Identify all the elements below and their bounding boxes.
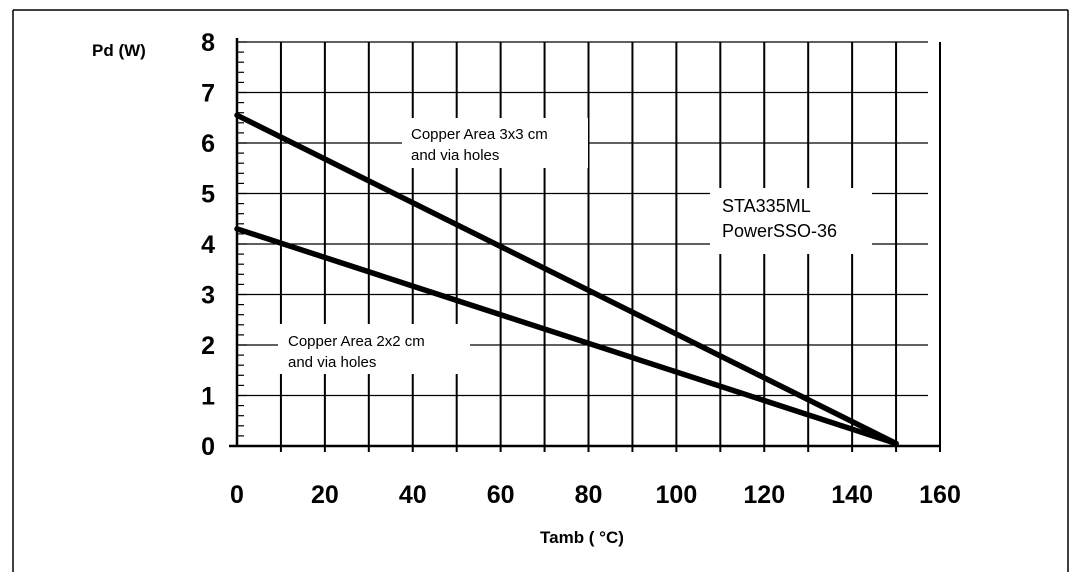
x-tick-label: 20	[311, 481, 339, 509]
annotation-upper-line-1: Copper Area 3x3 cm	[411, 126, 548, 143]
y-tick-label: 6	[201, 130, 215, 158]
annotation-lower-line-1: Copper Area 2x2 cm	[288, 333, 425, 350]
y-tick-label: 7	[201, 80, 215, 108]
annot-bg-lower	[278, 324, 470, 374]
x-tick-label: 80	[575, 481, 603, 509]
y-tick-label: 1	[201, 383, 215, 411]
series	[234, 112, 899, 447]
x-axis-title: Tamb ( °C)	[540, 528, 624, 547]
annotation-upper-line-2: and via holes	[411, 147, 499, 164]
y-tick-label: 5	[201, 181, 215, 209]
annotation-lower-line-2: and via holes	[288, 354, 376, 371]
annotation-device-2: PowerSSO-36	[722, 221, 837, 241]
y-tick-label: 4	[201, 231, 215, 259]
y-tick-labels: 0 1 2 3 4 5 6 7 8	[201, 29, 215, 461]
annotation-device-1: STA335ML	[722, 196, 811, 216]
y-tick-label: 2	[201, 332, 215, 360]
annot-bg-device	[710, 188, 872, 254]
series-line-2	[234, 226, 899, 447]
x-tick-label: 140	[831, 481, 873, 509]
y-axis-title: Pd (W)	[92, 41, 146, 60]
series-line-1	[234, 112, 899, 447]
x-tick-label: 120	[743, 481, 785, 509]
x-tick-labels: 0 20 40 60 80 100 120 140 160	[230, 481, 961, 509]
x-tick-label: 100	[656, 481, 698, 509]
x-tick-label: 40	[399, 481, 427, 509]
y-tick-label: 0	[201, 433, 215, 461]
y-tick-label: 3	[201, 282, 215, 310]
y-tick-label: 8	[201, 29, 215, 57]
x-tick-label: 60	[487, 481, 515, 509]
annot-bg-upper	[402, 118, 588, 168]
x-tick-label: 0	[230, 481, 244, 509]
y-minor-ticks	[237, 41, 247, 447]
x-tick-label: 160	[919, 481, 961, 509]
